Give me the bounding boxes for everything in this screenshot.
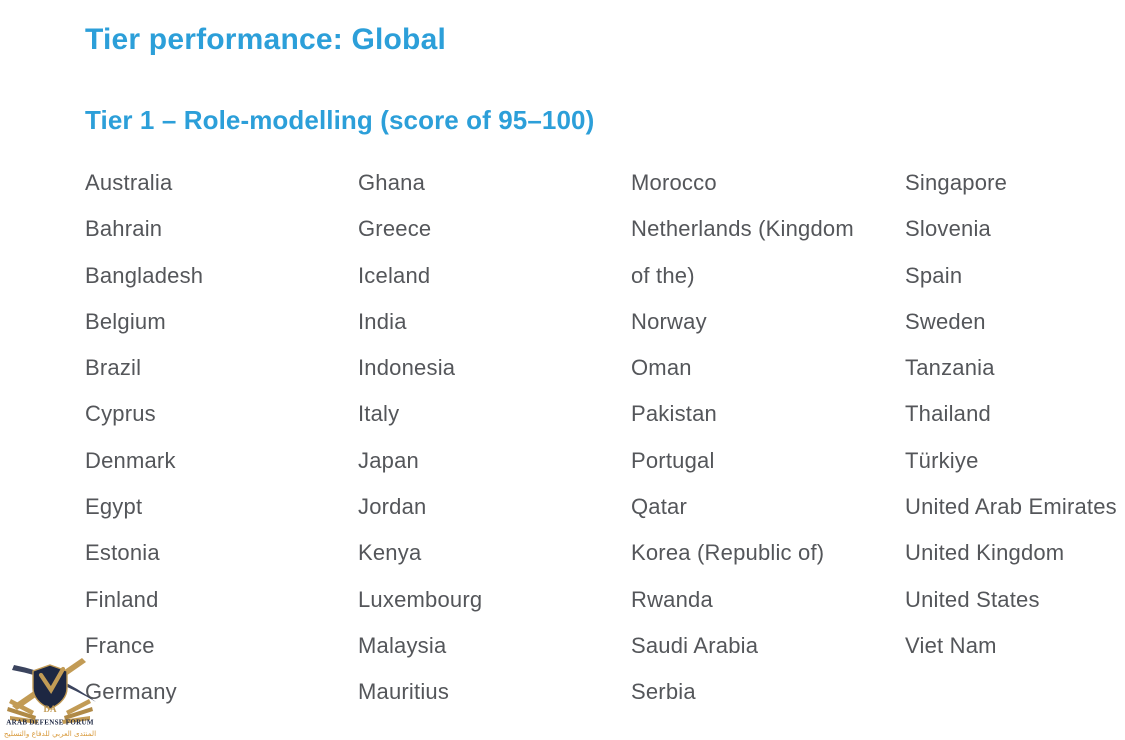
country-name: Egypt bbox=[85, 494, 143, 520]
country-name: Tanzania bbox=[905, 355, 995, 381]
country-column-2: Ghana Greece Iceland India Indonesia Italy Jap… bbox=[358, 160, 631, 716]
country-name: India bbox=[358, 308, 407, 334]
country-name: Rwanda bbox=[631, 586, 713, 612]
country-name: Singapore bbox=[905, 170, 1008, 195]
tier1-country-list: Australia Bahrain Bangladesh Belgium Brazil C… bbox=[85, 160, 1125, 716]
country-name: Germany bbox=[85, 679, 177, 705]
country-name: Denmark bbox=[85, 447, 176, 473]
country-name: Estonia bbox=[85, 540, 160, 566]
country-name: Portugal bbox=[631, 447, 715, 473]
country-name: Türkiye bbox=[905, 447, 979, 473]
country-name: Viet Nam bbox=[905, 632, 997, 658]
country-name: Slovenia bbox=[905, 216, 991, 242]
country-name: United Arab Emirates bbox=[905, 494, 1117, 520]
country-name: United Kingdom bbox=[905, 540, 1065, 566]
country-name: Kenya bbox=[358, 540, 422, 566]
country-name: Thailand bbox=[905, 401, 991, 427]
country-name: Luxembourg bbox=[358, 586, 483, 612]
country-name: Bangladesh bbox=[85, 262, 204, 288]
watermark-name-en: ARAB DEFENSE FORUM bbox=[6, 719, 94, 727]
country-name: Saudi Arabia bbox=[631, 632, 759, 658]
country-name: Morocco bbox=[631, 170, 717, 195]
watermark-monogram: DA bbox=[44, 704, 57, 714]
country-name: Brazil bbox=[85, 355, 142, 381]
country-name: Greece bbox=[358, 216, 432, 242]
country-name: Australia bbox=[85, 170, 173, 195]
country-name: Sweden bbox=[905, 308, 986, 334]
country-column-4: Singapore Slovenia Spain Sweden Tanzania Thai… bbox=[905, 160, 1125, 669]
country-name: Mauritius bbox=[358, 679, 450, 705]
country-name: Belgium bbox=[85, 308, 166, 334]
shield-icon bbox=[7, 658, 96, 724]
country-name: United States bbox=[905, 586, 1040, 612]
arab-defense-forum-watermark: DA ARAB DEFENSE FORUM المنتدى العربي للد… bbox=[4, 658, 96, 738]
country-name: Iceland bbox=[358, 262, 431, 288]
country-name: Korea (Republic of) bbox=[631, 540, 825, 566]
country-name: Spain bbox=[905, 262, 963, 288]
tier1-section-heading: Tier 1 – Role-modelling (score of 95–100… bbox=[85, 105, 595, 135]
country-name: Ghana bbox=[358, 170, 426, 195]
country-name: Netherlands (Kingdom of the) bbox=[631, 216, 854, 288]
country-name: Italy bbox=[358, 401, 400, 427]
country-name: Jordan bbox=[358, 494, 427, 520]
country-column-1: Australia Bahrain Bangladesh Belgium Brazil C… bbox=[85, 160, 358, 716]
page-title: Tier performance: Global bbox=[85, 23, 447, 56]
country-name: Japan bbox=[358, 447, 419, 473]
country-column-3: Morocco Netherlands (Kingdom of the) Norwa… bbox=[631, 160, 905, 716]
country-name: Indonesia bbox=[358, 355, 456, 381]
country-name: Bahrain bbox=[85, 216, 163, 242]
country-name: France bbox=[85, 632, 155, 658]
country-name: Norway bbox=[631, 308, 707, 334]
country-name: Malaysia bbox=[358, 632, 447, 658]
country-name: Qatar bbox=[631, 494, 688, 520]
country-name: Pakistan bbox=[631, 401, 717, 427]
watermark-name-ar: المنتدى العربي للدفاع والتسليح bbox=[4, 729, 96, 738]
country-name: Finland bbox=[85, 586, 159, 612]
country-name: Cyprus bbox=[85, 401, 156, 427]
country-name: Oman bbox=[631, 355, 692, 381]
country-name: Serbia bbox=[631, 679, 696, 705]
